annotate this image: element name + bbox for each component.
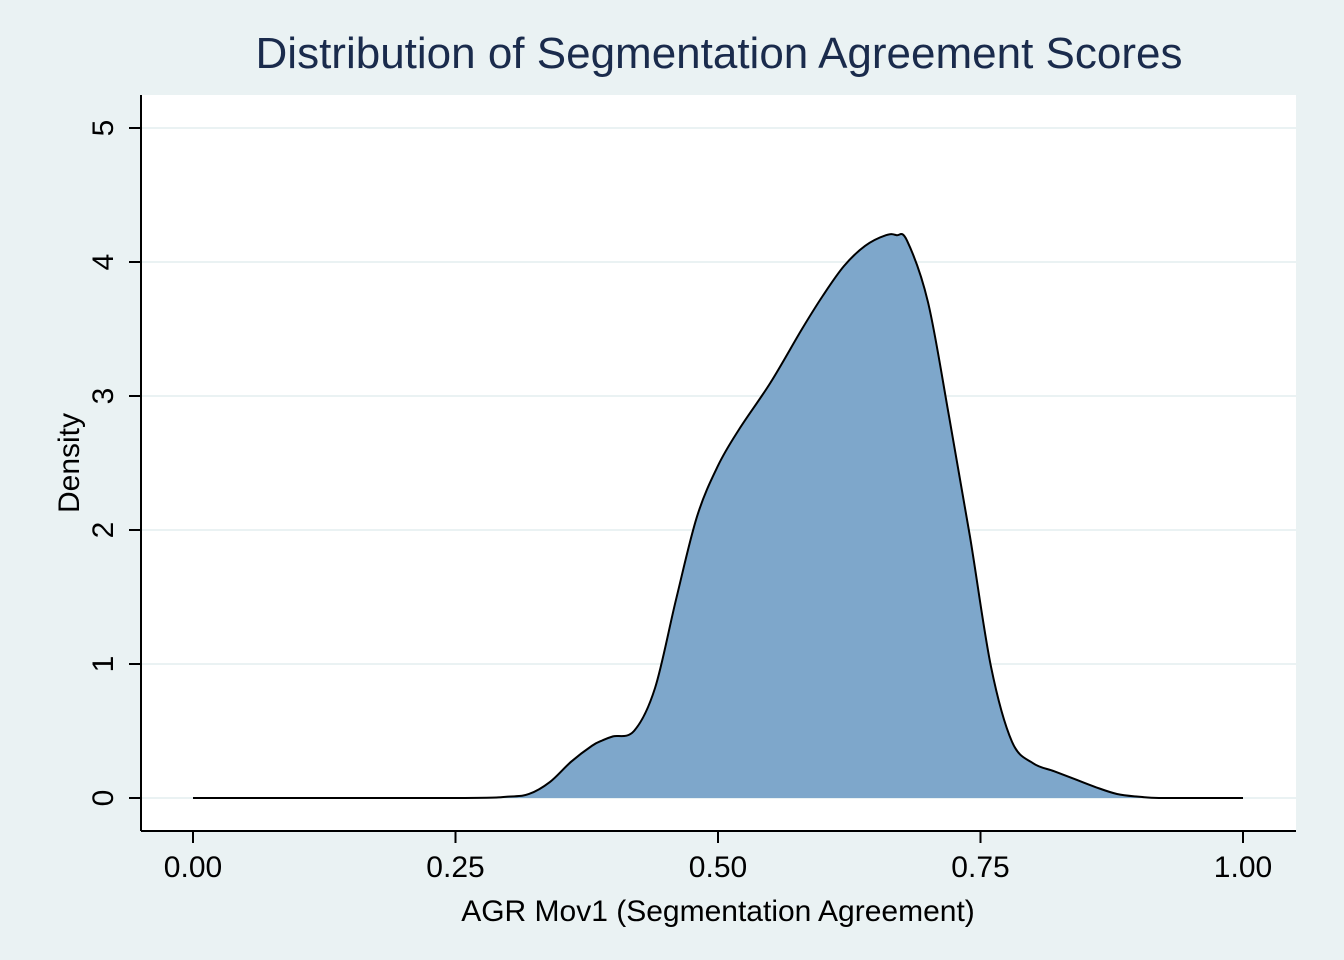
y-tick-label-2: 2: [87, 522, 120, 539]
y-tick-label-3: 3: [87, 388, 120, 405]
x-axis-label: AGR Mov1 (Segmentation Agreement): [461, 895, 975, 928]
chart-title: Distribution of Segmentation Agreement S…: [256, 29, 1183, 78]
x-tick-label-0: 0.00: [164, 851, 222, 884]
x-tick-label-1: 0.25: [426, 851, 484, 884]
y-tick-label-5: 5: [87, 120, 120, 137]
y-axis-label: Density: [53, 413, 86, 513]
axes: [129, 95, 1296, 843]
x-tick-label-3: 0.75: [951, 851, 1009, 884]
tick-labels: 0 1 2 3 4 5 0.00 0.25 0.50 0.75 1.00: [87, 120, 1272, 884]
y-tick-label-4: 4: [87, 254, 120, 271]
x-tick-label-4: 1.00: [1214, 851, 1272, 884]
density-line: [192, 233, 1243, 800]
x-tick-label-2: 0.50: [689, 851, 747, 884]
density-fill: [193, 234, 1243, 799]
density-area: [192, 233, 1243, 800]
y-tick-label-1: 1: [87, 656, 120, 673]
y-tick-label-0: 0: [87, 790, 120, 807]
